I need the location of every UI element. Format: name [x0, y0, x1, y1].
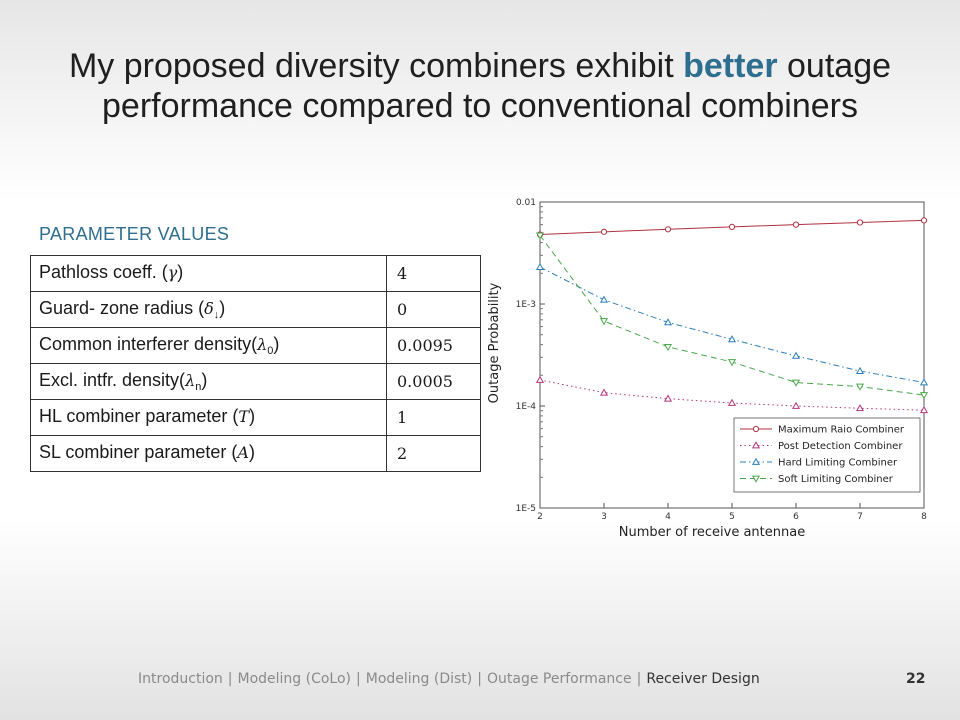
title-accent: better	[683, 47, 778, 85]
parameter-value: 0	[386, 291, 481, 328]
series-point-1	[792, 221, 800, 228]
page-number: 22	[906, 671, 926, 687]
x-tick-label: 4	[665, 512, 671, 522]
series-point-2	[663, 394, 673, 402]
parameter-row: Common interferer density(λ0) 0.0095	[30, 327, 481, 364]
parameter-subscript: n	[195, 381, 202, 393]
parameter-symbol: λ	[257, 335, 268, 354]
footer-nav-item[interactable]: Receiver Design	[646, 671, 760, 687]
parameter-name: SL combiner parameter (A)	[30, 435, 387, 472]
parameter-name: Common interferer density(λ0)	[30, 327, 387, 364]
parameter-symbol: δ	[204, 299, 214, 318]
footer-separator: |	[477, 671, 482, 687]
series-point-4	[919, 392, 929, 400]
parameter-name: Guard- zone radius (δ↓)	[30, 291, 387, 328]
x-tick-label: 2	[537, 512, 543, 522]
series-point-2	[855, 404, 865, 412]
y-tick-label: 1E-5	[516, 504, 536, 514]
legend-label: Hard Limiting Combiner	[778, 458, 898, 469]
series-point-1	[600, 228, 608, 235]
series-point-4	[663, 343, 673, 352]
series-point-3	[855, 366, 865, 374]
parameter-symbol: T	[238, 407, 250, 426]
series-point-3	[663, 318, 673, 326]
parameter-value: 0.0005	[386, 363, 481, 400]
x-tick-label: 5	[729, 512, 735, 522]
parameter-name: Pathloss coeff. (γ)	[30, 255, 387, 292]
parameter-value: 2	[386, 435, 481, 472]
footer-nav-item[interactable]: Outage Performance	[486, 671, 632, 687]
footer-separator: |	[227, 671, 233, 687]
series-point-2	[727, 398, 737, 406]
legend-box	[733, 417, 921, 493]
legend-marker	[752, 425, 760, 433]
slide-title: My proposed diversity combiners exhibit …	[60, 46, 900, 126]
series-point-1	[664, 226, 672, 233]
x-tick-label: 3	[601, 512, 607, 522]
parameter-subscript: 0	[267, 345, 274, 357]
parameter-row: HL combiner parameter (T) 1	[30, 399, 481, 436]
parameter-row: Excl. intfr. density(λn) 0.0005	[30, 363, 481, 400]
parameter-value: 4	[386, 255, 481, 292]
parameter-value: 1	[386, 399, 481, 436]
parameter-value: 0.0095	[386, 327, 481, 364]
series-point-4	[855, 383, 865, 391]
parameter-symbol: A	[237, 443, 249, 462]
legend-marker	[751, 457, 761, 465]
footer-nav-item[interactable]: Introduction	[138, 671, 223, 687]
parameter-symbol: γ	[167, 263, 178, 282]
series-point-4	[791, 379, 801, 387]
series-point-3	[791, 351, 801, 359]
series-point-4	[535, 232, 545, 240]
parameter-subscript: ↓	[213, 309, 220, 321]
x-axis-label: Number of receive antennae	[619, 525, 805, 540]
series-point-1	[728, 223, 736, 231]
parameter-name: Excl. intfr. density(λn)	[30, 363, 387, 400]
legend-label: Maximum Raio Combiner	[778, 425, 905, 436]
parameter-symbol: λ	[185, 371, 196, 390]
y-axis-label: Outage Probability	[487, 282, 502, 403]
parameter-row: Pathloss coeff. (γ) 4	[30, 255, 481, 292]
parameter-heading: PARAMETER VALUES	[39, 224, 230, 244]
parameter-row: Guard- zone radius (δ↓) 0	[30, 291, 481, 328]
title-text-before: My proposed diversity combiners exhibit	[68, 47, 684, 85]
footer-nav-item[interactable]: Modeling (CoLo)	[237, 671, 352, 687]
y-tick-label: 0.01	[516, 198, 536, 208]
series-point-3	[919, 378, 929, 386]
series-point-1	[856, 219, 864, 226]
parameter-name: HL combiner parameter (T)	[30, 399, 387, 436]
x-tick-label: 6	[793, 512, 799, 522]
series-point-2	[535, 375, 545, 383]
series-point-3	[599, 295, 609, 303]
series-point-2	[791, 401, 801, 409]
legend-marker	[751, 475, 761, 483]
title-text-after: outage performance compared to conventio…	[102, 47, 892, 125]
series-point-4	[599, 318, 609, 326]
outage-chart: 0.01 1E-3 1E-4 1E-52 3 4 5 6 7 8 Number of receive…	[487, 198, 929, 540]
series-point-1	[920, 217, 928, 224]
series-point-2	[919, 405, 929, 414]
legend-label: Post Detection Combiner	[778, 441, 903, 452]
footer-separator: |	[636, 671, 642, 687]
footer-nav-item[interactable]: Modeling (Dist)	[365, 671, 473, 687]
x-tick-label: 8	[921, 512, 927, 522]
x-tick-label: 7	[857, 512, 863, 522]
series-point-2	[599, 388, 609, 396]
footer-nav: Introduction | Modeling (CoLo) | Modeling (D…	[138, 671, 760, 687]
legend-marker	[751, 441, 761, 449]
y-tick-label: 1E-4	[516, 402, 537, 412]
series-point-3	[727, 335, 737, 343]
parameter-row: SL combiner parameter (A) 2	[30, 435, 481, 472]
series-point-4	[727, 359, 737, 367]
y-tick-label: 1E-3	[516, 300, 536, 310]
footer-separator: |	[356, 671, 361, 687]
legend-label: Soft Limiting Combiner	[778, 474, 894, 485]
parameter-table: Pathloss coeff. (γ) 4 Guard- zone radius (…	[30, 255, 481, 472]
series-point-3	[535, 262, 545, 271]
